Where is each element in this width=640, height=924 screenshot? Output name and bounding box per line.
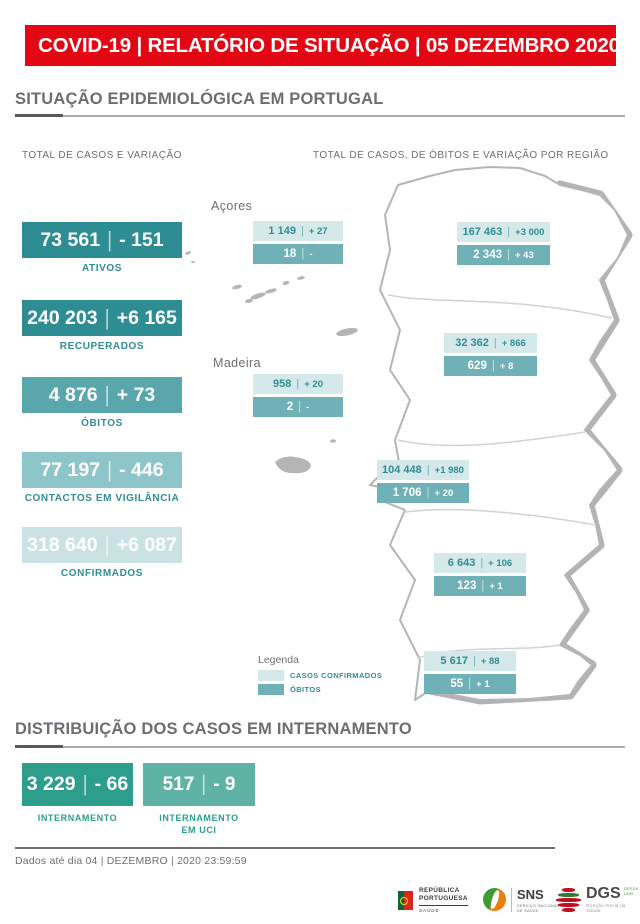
region-label-acores: Açores: [211, 199, 253, 213]
stat-box-internamento-uci: 517 | - 9: [143, 763, 255, 806]
section-title-internment: DISTRIBUIÇÃO DOS CASOS EM INTERNAMENTO: [15, 720, 412, 738]
legend-swatch-deaths: [258, 684, 284, 695]
ativos-value: 73 561: [40, 228, 101, 251]
region-madeira-deaths: 2 | -: [253, 397, 343, 417]
region-acores-deaths: 18 | -: [253, 244, 343, 264]
region-algarve-deaths: 55 | + 1: [424, 674, 516, 694]
ativos-delta: - 151: [119, 228, 164, 251]
stat-box-ativos: 73 561 | - 151: [22, 222, 182, 258]
portugal-flag-icon: [398, 890, 413, 910]
obitos-delta: + 73: [116, 383, 156, 406]
sns-logo: SNS SERVIÇO NACIONAL DE SAÚDE: [483, 886, 559, 914]
stat-box-recuperados: 240 203 | +6 165: [22, 300, 182, 336]
map-panel-heading: TOTAL DE CASOS, DE ÓBITOS E VARIAÇÃO POR…: [313, 150, 609, 161]
internamento-value: 3 229: [26, 773, 76, 795]
region-lvt-confirmed: 104 448 | +1 980: [377, 460, 469, 480]
stat-label-confirmados: CONFIRMADOS: [60, 568, 144, 579]
dgs-icon: [556, 887, 581, 912]
internamento-delta: - 66: [94, 773, 129, 795]
stat-box-internamento: 3 229 | - 66: [22, 763, 133, 806]
republica-portuguesa-logo: REPÚBLICA PORTUGUESA SAÚDE: [398, 887, 468, 913]
stat-label-internamento-uci: INTERNAMENTO EM UCI: [159, 813, 239, 835]
obitos-value: 4 876: [48, 383, 98, 406]
legend-title: Legenda: [258, 654, 299, 666]
region-centro-deaths: 629 | + 8: [444, 356, 537, 376]
footer-divider: [15, 847, 555, 849]
rp-line1: REPÚBLICA: [419, 887, 460, 894]
region-centro-confirmed: 32 362 | + 866: [444, 333, 537, 353]
recuperados-value: 240 203: [27, 306, 98, 329]
stat-label-obitos: ÓBITOS: [81, 418, 123, 429]
stat-label-internamento: INTERNAMENTO: [37, 813, 118, 823]
region-madeira-confirmed: 958 | + 20: [253, 374, 343, 394]
stat-box-obitos: 4 876 | + 73: [22, 377, 182, 413]
region-label-madeira: Madeira: [213, 356, 261, 370]
region-norte-deaths: 2 343 | + 43: [457, 245, 550, 265]
region-acores-confirmed: 1 149 | + 27: [253, 221, 343, 241]
section-divider-2: [15, 745, 625, 748]
stat-box-confirmados: 318 640 | +6 087: [22, 527, 182, 563]
contactos-value: 77 197: [40, 458, 101, 481]
sns-abbr: SNS: [517, 887, 544, 902]
uci-value: 517: [162, 773, 195, 795]
rp-line2: PORTUGUESA: [419, 895, 468, 903]
recuperados-delta: +6 165: [116, 306, 177, 329]
report-banner: COVID-19 | RELATÓRIO DE SITUAÇÃO | 05 DE…: [25, 25, 620, 66]
region-alentejo-deaths: 123 | + 1: [434, 576, 526, 596]
data-cutoff-note: Dados até dia 04 | DEZEMBRO | 2020 23:59…: [15, 855, 247, 867]
uci-delta: - 9: [213, 773, 236, 795]
legend-swatch-confirmed: [258, 670, 284, 681]
report-title: COVID-19 | RELATÓRIO DE SITUAÇÃO | 05 DE…: [38, 33, 620, 57]
contactos-delta: - 446: [119, 458, 164, 481]
dgs-abbr: DGS: [586, 885, 621, 902]
region-lvt-deaths: 1 706 | + 20: [377, 483, 469, 503]
dgs-logo: DGS DESDE 1899 Direção-Geral da Saúde: [556, 886, 640, 913]
confirmados-delta: +6 087: [116, 533, 177, 556]
stat-box-contactos: 77 197 | - 446: [22, 452, 182, 488]
stat-label-contactos: CONTACTOS EM VIGILÂNCIA: [24, 493, 180, 504]
dgs-sub: Direção-Geral da Saúde: [586, 903, 626, 913]
legend-item-confirmed: CASOS CONFIRMADOS: [258, 670, 382, 681]
section-divider: [15, 114, 625, 117]
region-norte-confirmed: 167 463 | +3 000: [457, 222, 550, 242]
region-algarve-confirmed: 5 617 | + 88: [424, 651, 516, 671]
rp-sub: SAÚDE: [419, 905, 468, 913]
map-legend: Legenda CASOS CONFIRMADOS ÓBITOS: [258, 654, 382, 698]
sns-icon: [483, 888, 506, 912]
confirmados-value: 318 640: [27, 533, 98, 556]
left-panel-heading: TOTAL DE CASOS E VARIAÇÃO: [22, 150, 182, 161]
legend-item-deaths: ÓBITOS: [258, 684, 382, 695]
region-alentejo-confirmed: 6 643 | + 106: [434, 553, 526, 573]
stat-label-ativos: ATIVOS: [81, 263, 123, 274]
stat-label-recuperados: RECUPERADOS: [59, 341, 145, 352]
section-title-epidemiological: SITUAÇÃO EPIDEMIOLÓGICA EM PORTUGAL: [15, 90, 384, 108]
